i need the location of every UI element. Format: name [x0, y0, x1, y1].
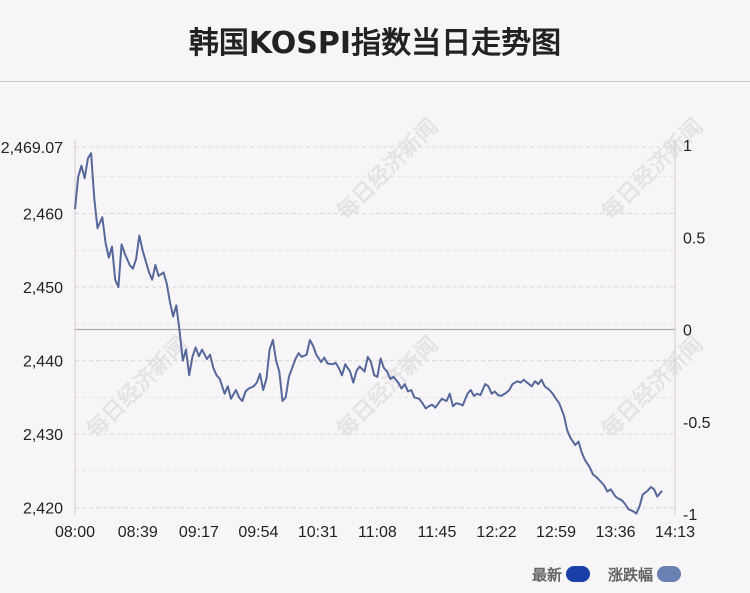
x-tick-label: 10:31 [298, 524, 338, 541]
y-tick-label-right: -1 [683, 507, 697, 524]
x-tick-label: 09:54 [238, 524, 278, 541]
x-tick-label: 14:13 [655, 524, 695, 541]
legend-item-latest: 最新 [532, 563, 591, 585]
y-axis-left-labels: 2,469.07 2,460 2,450 2,440 2,430 2,420 [1, 140, 63, 518]
x-tick-label: 08:00 [55, 524, 95, 541]
legend-label-change: 涨跌幅 [608, 565, 654, 584]
x-tick-label: 12:22 [476, 524, 516, 541]
x-tick-label: 13:36 [595, 524, 635, 541]
y-tick-label-left: 2,460 [23, 207, 63, 224]
y-tick-label-left: 2,440 [23, 354, 63, 371]
y-tick-label-left: 2,469.07 [1, 140, 63, 157]
y-tick-label-left: 2,420 [23, 501, 63, 518]
title-divider [0, 81, 750, 82]
x-axis-labels: 08:00 08:39 09:17 09:54 10:31 11:08 11:45 12:22… [55, 524, 695, 541]
x-tick-label: 09:17 [179, 524, 219, 541]
y-tick-label-right: 1 [683, 138, 692, 155]
legend-swatch-change [657, 566, 682, 582]
y-axis-right-labels: 1 0.5 0 -0.5 -1 [683, 138, 711, 524]
x-tick-label: 08:39 [118, 524, 158, 541]
legend-item-change: 涨跌幅 [608, 563, 682, 585]
legend-label-latest: 最新 [532, 565, 563, 584]
series-group [74, 152, 663, 515]
y-tick-label-left: 2,450 [23, 280, 63, 297]
y-tick-label-right: -0.5 [683, 415, 711, 432]
chart-title: 韩国KOSPI指数当日走势图 [188, 26, 562, 61]
grid-lines [75, 146, 675, 509]
series-line [74, 152, 663, 515]
y-tick-label-left: 2,430 [23, 427, 63, 444]
legend-swatch-latest [566, 566, 591, 582]
x-tick-label: 11:45 [418, 524, 457, 541]
x-tick-label: 12:59 [536, 524, 576, 541]
y-tick-label-right: 0.5 [683, 230, 705, 247]
x-tick-label: 11:08 [358, 524, 397, 541]
y-tick-label-right: 0 [683, 323, 692, 340]
